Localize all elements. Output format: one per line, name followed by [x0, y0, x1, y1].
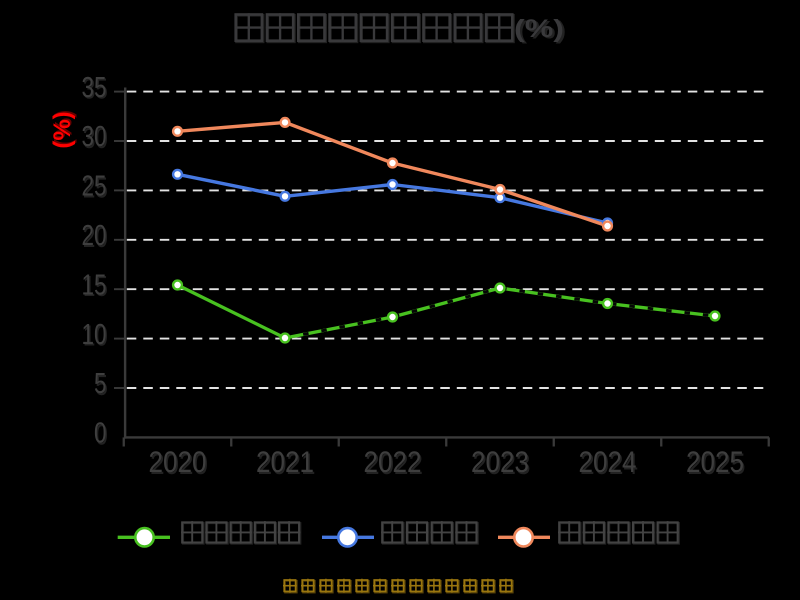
svg-text:(%): (%): [514, 15, 564, 43]
svg-text:2022: 2022: [364, 446, 422, 479]
svg-text:2024: 2024: [579, 446, 637, 479]
svg-text:2020: 2020: [149, 446, 207, 479]
svg-text:10: 10: [82, 319, 107, 351]
svg-text:30: 30: [82, 121, 107, 153]
svg-text:2021: 2021: [256, 446, 314, 479]
svg-text:5: 5: [94, 368, 107, 400]
svg-text:(%): (%): [49, 111, 76, 148]
svg-text:2023: 2023: [471, 446, 529, 479]
svg-text:2025: 2025: [686, 446, 744, 479]
svg-text:35: 35: [82, 72, 107, 104]
svg-text:15: 15: [82, 269, 107, 301]
svg-text:0: 0: [94, 418, 107, 450]
svg-text:20: 20: [82, 220, 107, 252]
svg-text:25: 25: [82, 171, 107, 203]
